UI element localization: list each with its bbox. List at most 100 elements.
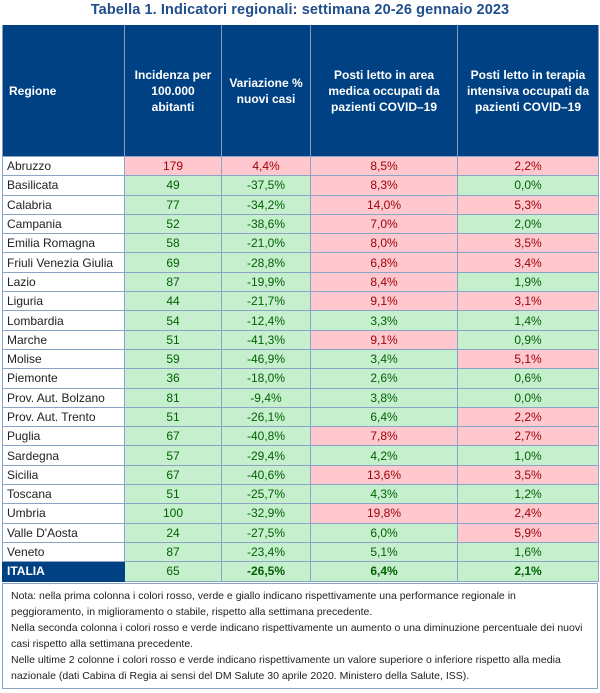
cell-terapia-intensiva: 2,4% [457, 503, 599, 524]
cell-terapia-intensiva: 5,3% [457, 194, 599, 215]
cell-variazione: -25,7% [221, 484, 311, 505]
table-row: Toscana 51 -25,7% 4,3% 1,2% [2, 484, 599, 505]
cell-regione: Liguria [2, 291, 125, 312]
cell-area-medica: 5,1% [310, 541, 458, 563]
cell-incidenza: 54 [124, 310, 222, 331]
table-row: Calabria 77 -34,2% 14,0% 5,3% [2, 194, 599, 215]
cell-terapia-intensiva: 3,5% [457, 464, 599, 486]
cell-regione: Lazio [2, 271, 125, 293]
cell-area-medica: 2,6% [310, 368, 458, 389]
cell-incidenza: 67 [124, 464, 222, 486]
cell-regione: Toscana [2, 484, 125, 505]
cell-regione: Veneto [2, 541, 125, 563]
cell-area-medica: 7,8% [310, 426, 458, 447]
cell-regione: Emilia Romagna [2, 233, 125, 254]
cell-terapia-intensiva: 2,1% [457, 561, 599, 582]
cell-variazione: -26,1% [221, 406, 311, 428]
cell-variazione: -23,4% [221, 541, 311, 563]
table-row: Lazio 87 -19,9% 8,4% 1,9% [2, 271, 599, 293]
note-box: Nota: nella prima colonna i colori rosso… [2, 583, 598, 689]
table-row: Valle D'Aosta 24 -27,5% 6,0% 5,9% [2, 522, 599, 543]
cell-variazione: -41,3% [221, 329, 311, 350]
cell-incidenza: 179 [124, 155, 222, 177]
table-row: Sardegna 57 -29,4% 4,2% 1,0% [2, 445, 599, 466]
cell-incidenza: 49 [124, 175, 222, 196]
cell-incidenza: 51 [124, 484, 222, 505]
cell-incidenza: 44 [124, 291, 222, 312]
cell-terapia-intensiva: 3,1% [457, 291, 599, 312]
cell-incidenza: 51 [124, 406, 222, 428]
cell-area-medica: 4,2% [310, 445, 458, 466]
table-row: Marche 51 -41,3% 9,1% 0,9% [2, 329, 599, 350]
cell-variazione: -18,0% [221, 368, 311, 389]
cell-incidenza: 81 [124, 387, 222, 408]
regional-indicators-table: Regione Incidenza per 100.000 abitanti V… [2, 25, 599, 582]
cell-variazione: -19,9% [221, 271, 311, 293]
header-regione: Regione [2, 25, 125, 157]
table-row: Liguria 44 -21,7% 9,1% 3,1% [2, 291, 599, 312]
table-row: Veneto 87 -23,4% 5,1% 1,6% [2, 541, 599, 563]
note-paragraph: Nella seconda colonna i colori rosso e v… [11, 622, 583, 650]
cell-area-medica: 8,3% [310, 175, 458, 196]
cell-area-medica: 6,8% [310, 252, 458, 273]
total-row: ITALIA 65 -26,5% 6,4% 2,1% [2, 561, 599, 582]
cell-variazione: -37,5% [221, 175, 311, 196]
cell-terapia-intensiva: 3,4% [457, 252, 599, 273]
cell-area-medica: 4,3% [310, 484, 458, 505]
cell-regione: ITALIA [2, 561, 125, 582]
header-area-medica: Posti letto in area medica occupati da p… [310, 25, 458, 157]
table-row: Piemonte 36 -18,0% 2,6% 0,6% [2, 368, 599, 389]
cell-area-medica: 8,5% [310, 155, 458, 177]
cell-incidenza: 58 [124, 233, 222, 254]
table-title: Tabella 1. Indicatori regionali: settima… [90, 2, 510, 18]
cell-variazione: -40,6% [221, 464, 311, 486]
cell-area-medica: 3,3% [310, 310, 458, 331]
cell-incidenza: 59 [124, 348, 222, 370]
cell-regione: Calabria [2, 194, 125, 215]
cell-variazione: -29,4% [221, 445, 311, 466]
table-row: Prov. Aut. Bolzano 81 -9,4% 3,8% 0,0% [2, 387, 599, 408]
cell-incidenza: 65 [124, 561, 222, 582]
table-row: Abruzzo 179 4,4% 8,5% 2,2% [2, 155, 599, 177]
cell-incidenza: 87 [124, 541, 222, 563]
table-body: Abruzzo 179 4,4% 8,5% 2,2% Basilicata 49 -37,5%… [2, 155, 599, 582]
cell-variazione: -40,8% [221, 426, 311, 447]
cell-area-medica: 3,8% [310, 387, 458, 408]
cell-area-medica: 6,4% [310, 406, 458, 428]
cell-area-medica: 13,6% [310, 464, 458, 486]
cell-area-medica: 9,1% [310, 291, 458, 312]
cell-regione: Abruzzo [2, 155, 125, 177]
note-paragraph: Nelle ultime 2 colonne i colori rosso e … [11, 654, 561, 682]
table-row: Molise 59 -46,9% 3,4% 5,1% [2, 348, 599, 370]
cell-incidenza: 24 [124, 522, 222, 543]
cell-variazione: -21,7% [221, 291, 311, 312]
cell-terapia-intensiva: 1,6% [457, 541, 599, 563]
cell-area-medica: 19,8% [310, 503, 458, 524]
cell-variazione: -21,0% [221, 233, 311, 254]
table-row: Basilicata 49 -37,5% 8,3% 0,0% [2, 175, 599, 196]
cell-variazione: 4,4% [221, 155, 311, 177]
cell-incidenza: 57 [124, 445, 222, 466]
cell-incidenza: 36 [124, 368, 222, 389]
cell-terapia-intensiva: 2,0% [457, 213, 599, 235]
cell-terapia-intensiva: 1,9% [457, 271, 599, 293]
header-row: Regione Incidenza per 100.000 abitanti V… [2, 25, 599, 157]
cell-terapia-intensiva: 1,0% [457, 445, 599, 466]
cell-area-medica: 7,0% [310, 213, 458, 235]
cell-variazione: -12,4% [221, 310, 311, 331]
cell-incidenza: 67 [124, 426, 222, 447]
cell-area-medica: 9,1% [310, 329, 458, 350]
cell-area-medica: 3,4% [310, 348, 458, 370]
table-row: Umbria 100 -32,9% 19,8% 2,4% [2, 503, 599, 524]
cell-area-medica: 8,4% [310, 271, 458, 293]
table-row: Prov. Aut. Trento 51 -26,1% 6,4% 2,2% [2, 406, 599, 428]
cell-variazione: -32,9% [221, 503, 311, 524]
cell-terapia-intensiva: 5,9% [457, 522, 599, 543]
cell-regione: Sardegna [2, 445, 125, 466]
header-terapia-intensiva: Posti letto in terapia intensiva occupat… [457, 25, 599, 157]
cell-terapia-intensiva: 1,4% [457, 310, 599, 331]
cell-incidenza: 87 [124, 271, 222, 293]
cell-regione: Basilicata [2, 175, 125, 196]
cell-variazione: -38,6% [221, 213, 311, 235]
cell-incidenza: 77 [124, 194, 222, 215]
